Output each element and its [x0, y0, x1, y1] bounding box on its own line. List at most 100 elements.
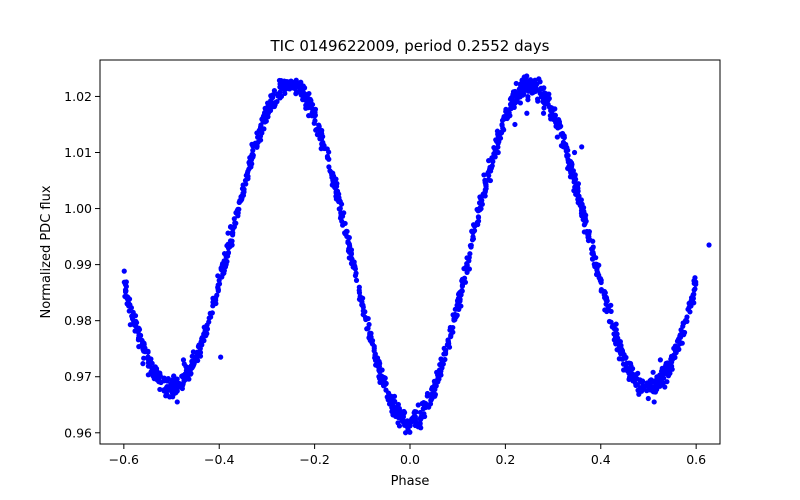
data-point — [494, 138, 500, 145]
data-point — [378, 379, 384, 385]
data-point — [562, 145, 569, 151]
data-point — [211, 296, 218, 302]
data-point — [282, 85, 289, 91]
data-point — [247, 155, 253, 161]
data-point — [581, 229, 587, 235]
data-point — [277, 81, 283, 87]
data-point — [174, 376, 180, 382]
data-point — [684, 314, 690, 320]
data-point — [225, 253, 231, 259]
data-point — [652, 384, 658, 391]
data-point — [369, 341, 376, 347]
data-point — [348, 254, 354, 261]
data-point — [140, 346, 146, 352]
data-point — [190, 349, 196, 355]
data-point — [236, 206, 242, 212]
data-point-outlier — [651, 399, 657, 405]
data-point — [326, 164, 332, 170]
y-tick-label: 0.96 — [64, 425, 92, 440]
data-point — [429, 386, 435, 392]
data-point — [346, 246, 352, 252]
data-point — [352, 266, 358, 272]
data-point — [199, 342, 205, 348]
data-point — [527, 77, 534, 83]
data-point-outlier — [579, 144, 585, 150]
data-point — [539, 86, 545, 92]
data-point — [448, 332, 454, 338]
data-point — [446, 340, 452, 347]
data-point — [262, 119, 268, 125]
data-point — [156, 377, 162, 383]
data-point — [476, 200, 483, 206]
data-point — [517, 94, 523, 100]
data-point — [176, 380, 182, 387]
data-point-outlier — [174, 399, 180, 405]
plot-area — [99, 59, 721, 445]
data-point — [241, 189, 247, 195]
data-point — [570, 174, 576, 180]
data-point-outlier — [657, 357, 663, 363]
x-tick-label: 0.0 — [400, 452, 420, 467]
data-point — [436, 376, 442, 382]
data-point — [271, 88, 278, 94]
data-point — [470, 222, 477, 228]
data-point — [377, 360, 383, 367]
data-point — [209, 310, 215, 316]
data-point — [629, 366, 636, 372]
data-point — [122, 288, 129, 295]
data-point — [688, 295, 695, 301]
data-point — [219, 274, 225, 280]
data-point — [208, 314, 214, 320]
data-point — [167, 386, 174, 392]
data-point — [451, 316, 457, 322]
data-point — [554, 134, 560, 140]
data-point — [125, 294, 131, 300]
data-point — [140, 361, 146, 367]
data-point — [293, 77, 299, 83]
data-point — [612, 330, 618, 336]
data-point — [611, 326, 617, 332]
data-point — [612, 334, 619, 340]
data-point — [306, 99, 312, 106]
data-point — [658, 377, 664, 383]
data-point — [429, 391, 435, 397]
data-point — [371, 345, 377, 351]
data-point — [170, 379, 176, 385]
data-point — [229, 238, 235, 244]
data-point — [529, 84, 536, 90]
data-point — [571, 179, 577, 185]
data-point — [417, 409, 424, 416]
data-point — [215, 285, 221, 292]
data-point — [262, 105, 268, 111]
data-point — [339, 211, 345, 217]
y-tick-label: 0.97 — [64, 369, 92, 384]
data-point — [394, 409, 400, 415]
data-point — [248, 164, 254, 170]
data-point — [389, 408, 395, 415]
data-point — [499, 122, 505, 128]
data-point — [508, 105, 514, 111]
data-point — [311, 120, 317, 126]
data-point — [410, 415, 416, 421]
data-point — [460, 280, 466, 287]
data-point-outlier — [706, 242, 712, 248]
data-point — [270, 101, 276, 108]
data-point — [647, 382, 653, 388]
data-point — [634, 382, 640, 388]
data-point — [568, 160, 575, 166]
data-point — [590, 249, 596, 255]
data-point — [337, 205, 343, 212]
data-point — [617, 339, 623, 345]
data-point — [353, 277, 360, 283]
data-point-outlier — [242, 177, 249, 184]
data-point — [221, 270, 227, 276]
data-point — [336, 195, 342, 201]
data-point — [598, 287, 605, 293]
data-point — [498, 130, 505, 136]
data-point — [174, 386, 180, 392]
data-point — [137, 332, 144, 338]
x-tick-label: 0.6 — [686, 452, 706, 467]
data-point-outlier — [180, 357, 187, 363]
data-point — [608, 308, 614, 314]
data-point — [475, 214, 482, 221]
